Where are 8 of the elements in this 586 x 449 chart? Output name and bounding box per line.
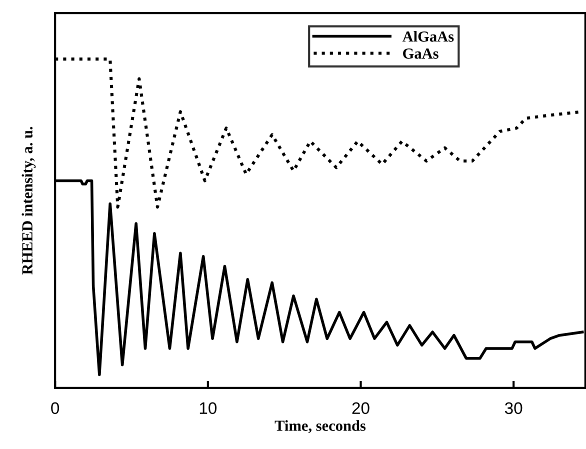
x-tick-label: 30: [504, 402, 522, 414]
x-axis-title: Time, seconds: [274, 420, 366, 434]
legend-label: GaAs: [403, 48, 438, 59]
x-tick-label: 10: [200, 402, 217, 414]
x-tick-label: 0: [51, 402, 60, 414]
y-axis-title: RHEED intensity, a. u.: [22, 126, 36, 274]
legend-label: AlGaAs: [402, 30, 454, 42]
x-tick-label: 20: [352, 402, 370, 414]
